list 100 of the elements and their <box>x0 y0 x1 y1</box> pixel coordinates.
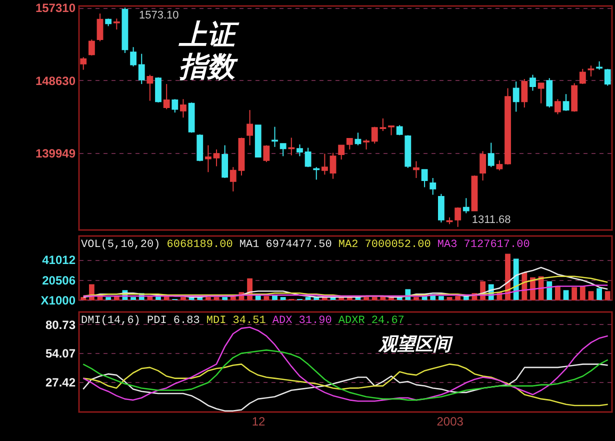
candlestick <box>421 169 428 188</box>
y-tick-label: 41012 <box>42 253 76 268</box>
annotation: 上证指数 <box>178 18 240 84</box>
bar <box>222 297 228 300</box>
candlestick <box>263 144 270 163</box>
bar <box>180 297 186 300</box>
y-tick-label: 54.07 <box>45 346 76 361</box>
candlestick <box>146 74 154 102</box>
bar <box>563 290 569 300</box>
candlestick <box>554 98 561 115</box>
annotation: 1311.68 <box>472 214 511 226</box>
candlestick <box>280 143 286 157</box>
candlestick <box>80 56 87 70</box>
text: PDI 6.83 <box>147 315 200 327</box>
candlestick <box>313 166 320 180</box>
y-tick-label: X1000 <box>40 294 76 308</box>
bar <box>414 297 419 300</box>
candlestick <box>413 160 420 178</box>
candlestick <box>230 166 236 192</box>
bar <box>280 297 286 300</box>
candlestick <box>88 39 95 56</box>
bar <box>505 254 510 300</box>
candlestick <box>172 98 178 114</box>
candlestick <box>363 138 370 150</box>
bar <box>214 297 220 300</box>
candlestick <box>579 68 586 85</box>
candlestick <box>346 138 353 150</box>
candlestick <box>222 144 228 178</box>
candlestick <box>438 193 444 223</box>
bar <box>446 297 452 300</box>
y-tick-label: 80.73 <box>45 318 76 332</box>
y-tick-label: 139949 <box>35 146 76 161</box>
y-tick-label: 148630 <box>35 74 76 88</box>
annotation: 观望区间 <box>378 334 454 355</box>
x-tick-label: 2003 <box>436 414 464 428</box>
candlestick <box>288 137 295 156</box>
bar <box>588 291 594 300</box>
bar <box>546 281 552 300</box>
candlestick <box>113 18 120 30</box>
candlestick <box>430 177 436 196</box>
bar <box>80 297 86 300</box>
candlestick <box>521 78 528 108</box>
bar <box>372 297 378 300</box>
text: MA1 6974477.50 <box>239 239 332 251</box>
candlestick <box>246 110 254 146</box>
y-tick-label: 20506 <box>42 273 76 288</box>
candlestick <box>562 94 570 112</box>
candlestick <box>321 153 328 176</box>
candlestick <box>354 132 362 146</box>
candlestick <box>163 84 170 110</box>
text: ADXR 24.67 <box>338 315 404 327</box>
candlestick <box>304 147 312 168</box>
candlestick <box>530 74 536 92</box>
bar <box>455 296 461 300</box>
text: MA2 7000052.00 <box>338 239 431 251</box>
bar <box>272 295 278 300</box>
candlestick <box>296 144 303 157</box>
bar <box>580 286 586 300</box>
bar <box>596 288 602 300</box>
bar <box>364 297 370 300</box>
text: MDI 34.51 <box>206 315 266 327</box>
bar <box>604 291 610 300</box>
x-tick-label: 12 <box>252 414 266 428</box>
candlestick <box>496 160 503 171</box>
candlestick <box>130 46 137 67</box>
y-tick-label: 157310 <box>35 1 76 16</box>
line-series <box>82 284 608 297</box>
candlestick <box>213 148 220 167</box>
candlestick <box>96 13 104 42</box>
line-series <box>82 326 608 402</box>
bar <box>438 296 444 300</box>
candlestick <box>462 198 470 214</box>
bar <box>130 297 136 300</box>
bar <box>538 276 544 300</box>
bar <box>264 296 270 300</box>
candlestick <box>512 81 520 112</box>
series-label: ADX 31.90 <box>272 315 332 327</box>
bar <box>305 297 311 300</box>
bar <box>106 297 112 300</box>
text: MA3 7127617.00 <box>437 239 530 251</box>
candlestick <box>604 68 611 86</box>
candlestick <box>588 65 594 77</box>
candlestick <box>204 144 212 173</box>
candlestick <box>330 152 336 180</box>
annotation: 6068189.00 <box>166 239 233 251</box>
legend-title: VOL(5,10,20) <box>81 239 160 251</box>
bar <box>554 286 560 300</box>
candlestick <box>138 53 145 85</box>
candlestick <box>272 126 278 148</box>
candlestick <box>454 206 462 228</box>
candlestick <box>155 76 162 103</box>
annotation: 1573.10 <box>138 10 179 22</box>
y-tick-label: 27.42 <box>45 376 76 390</box>
candlestick <box>488 142 494 168</box>
legend-title: DMI(14,6) <box>81 315 140 327</box>
bar <box>572 287 578 300</box>
candlestick <box>338 144 345 160</box>
candlestick <box>538 82 544 104</box>
candlestick <box>388 125 394 136</box>
candlestick <box>480 150 486 181</box>
